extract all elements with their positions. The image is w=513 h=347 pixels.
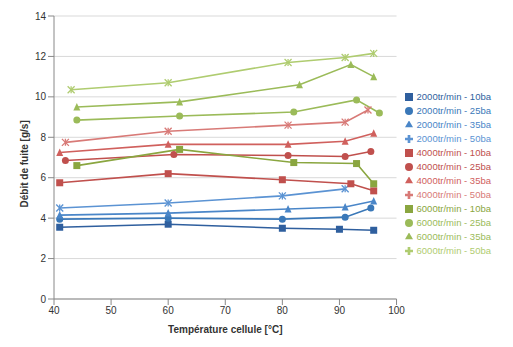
- svg-text:40: 40: [48, 305, 60, 316]
- svg-text:2: 2: [40, 253, 46, 264]
- svg-text:8: 8: [40, 132, 46, 143]
- svg-text:Débit de fuite [g/s]: Débit de fuite [g/s]: [19, 120, 30, 207]
- svg-text:60: 60: [163, 305, 175, 316]
- svg-text:50: 50: [106, 305, 118, 316]
- svg-text:12: 12: [35, 51, 47, 62]
- svg-text:0: 0: [40, 294, 46, 305]
- html-text:6000tr/min - 25ba: 6000tr/min - 25ba: [416, 216, 491, 228]
- svg-text:80: 80: [277, 305, 289, 316]
- html-text:4000tr/min - 35ba: 4000tr/min - 35ba: [416, 174, 491, 186]
- html-text:6000tr/min - 35ba: 6000tr/min - 35ba: [416, 230, 491, 242]
- html-text:4000tr/min - 50ba: 4000tr/min - 50ba: [416, 188, 491, 200]
- svg-text:Température cellule [°C]: Température cellule [°C]: [168, 324, 282, 335]
- html-text:6000tr/min - 10ba: 6000tr/min - 10ba: [416, 202, 491, 214]
- html-text:2000tr/min - 50ba: 2000tr/min - 50ba: [416, 132, 491, 144]
- html-text:2000tr/min - 10ba: 2000tr/min - 10ba: [416, 90, 491, 102]
- html-text:4000tr/min - 10ba: 4000tr/min - 10ba: [416, 146, 491, 158]
- svg-text:6: 6: [40, 172, 46, 183]
- html-text:6000tr/min - 50ba: 6000tr/min - 50ba: [416, 244, 491, 256]
- html-text:4000tr/min - 25ba: 4000tr/min - 25ba: [416, 160, 491, 172]
- html-text:2000tr/min - 35ba: 2000tr/min - 35ba: [416, 118, 491, 130]
- svg-text:90: 90: [334, 305, 346, 316]
- html-text:2000tr/min - 25ba: 2000tr/min - 25ba: [416, 104, 491, 116]
- svg-text:14: 14: [35, 11, 47, 22]
- svg-text:70: 70: [220, 305, 232, 316]
- svg-text:100: 100: [388, 305, 405, 316]
- svg-text:4: 4: [40, 213, 46, 224]
- svg-text:10: 10: [35, 91, 47, 102]
